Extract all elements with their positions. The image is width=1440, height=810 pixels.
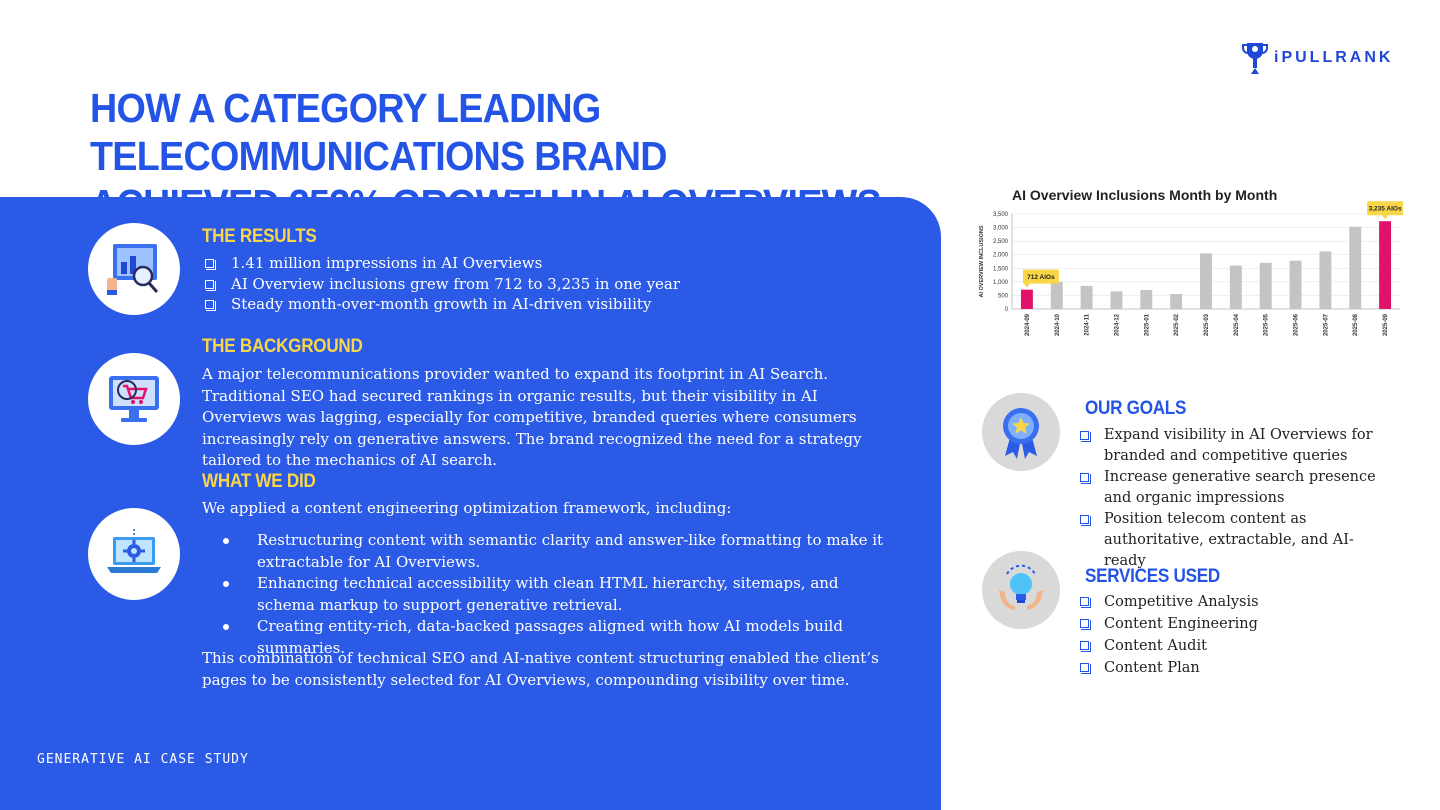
x-tick-label: 2024-12 [1114,313,1120,336]
shopping-cart-monitor-icon [109,376,159,422]
x-tick-label: 2025-07 [1323,313,1329,336]
annotation-pointer [1382,215,1389,220]
bar [1289,260,1302,309]
list-item: Enhancing technical accessibility with c… [200,573,910,616]
annotation-box [1022,269,1059,284]
background-heading: THE BACKGROUND [202,336,363,357]
y-tick-label: 2,500 [993,239,1009,245]
bullet-dot-icon [223,624,229,630]
list-item: Creating entity-rich, data-backed passag… [200,616,910,659]
bar [1200,253,1212,309]
square-bullet-icon [1080,619,1091,630]
services-heading: SERVICES USED [1085,566,1220,587]
what-we-did-heading: WHAT WE DID [202,471,316,492]
brand-logo: iPULLRANK [1242,40,1393,76]
list-item: Content Plan [1080,657,1380,679]
bar [1349,226,1362,309]
x-tick-label: 2025-04 [1234,313,1240,336]
x-tick-label: 2025-03 [1204,313,1210,336]
list-item: Increase generative search presence and … [1080,467,1400,509]
list-item: Position telecom content as authoritativ… [1080,509,1400,572]
award-badge-icon [1003,408,1039,459]
list-item: Expand visibility in AI Overviews for br… [1080,425,1400,467]
bar [1319,251,1332,309]
what-we-did-list: Restructuring content with semantic clar… [200,530,910,659]
y-tick-label: 1,000 [993,280,1009,286]
y-tick-label: 3,500 [993,212,1009,218]
bar [1140,290,1153,309]
x-tick-label: 2024-09 [1025,313,1031,336]
bullet-dot-icon [223,581,229,587]
square-bullet-icon [1080,515,1091,526]
annotation-label: 3,235 AIOs [1369,206,1402,213]
gear-laptop-icon [107,529,161,573]
x-tick-label: 2025-08 [1353,313,1359,336]
y-tick-label: 1,500 [993,266,1009,272]
list-item: Restructuring content with semantic clar… [200,530,910,573]
bar [1229,265,1242,309]
y-tick-label: 500 [998,293,1009,299]
annotation-label: 712 AIOs [1027,274,1055,281]
results-list: 1.41 million impressions in AI Overviews… [205,253,680,315]
lightbulb-hands-icon [999,564,1043,610]
bar [1259,262,1272,309]
bar [1080,285,1093,309]
bar [1050,281,1063,309]
what-we-did-icon-circle [88,508,180,600]
y-tick-label: 3,000 [993,226,1009,232]
list-item: Content Engineering [1080,613,1380,635]
inclusions-chart: AI Overview Inclusions Month by Month AI … [974,182,1424,352]
trophy-icon [1242,43,1268,74]
background-body: A major telecommunications provider want… [202,365,862,469]
results-icon-circle [88,223,180,315]
square-bullet-icon [1080,641,1091,652]
footer-tag: GENERATIVE AI CASE STUDY [37,752,249,767]
y-axis-label: AI OVERVIEW INCLUSIONS [979,225,985,297]
square-bullet-icon [1080,597,1091,608]
x-tick-label: 2024-11 [1085,313,1091,335]
goals-list: Expand visibility in AI Overviews for br… [1080,425,1400,572]
bar [1170,294,1183,309]
what-we-did-outro: This combination of technical SEO and AI… [202,649,879,689]
x-tick-label: 2025-01 [1144,313,1150,336]
square-bullet-icon [1080,663,1091,674]
chart-title: AI Overview Inclusions Month by Month [1012,187,1277,203]
square-bullet-icon [1080,431,1091,442]
list-item: Competitive Analysis [1080,591,1380,613]
what-we-did-intro: We applied a content engineering optimiz… [202,499,732,517]
bullet-dot-icon [223,538,229,544]
x-tick-label: 2025-02 [1174,313,1180,336]
x-tick-label: 2025-09 [1383,313,1389,336]
y-tick-label: 2,000 [993,253,1009,259]
title-line-1: HOW A CATEGORY LEADING TELECOMMUNICATION… [90,85,667,179]
list-item: Steady month-over-month growth in AI-dri… [205,294,680,315]
annotation-box [1367,201,1404,216]
logo-text: iPULLRANK [1274,49,1394,66]
bar [1020,289,1033,309]
square-bullet-icon [205,279,216,291]
x-tick-label: 2025-06 [1294,313,1300,336]
analytics-magnifier-icon [107,244,159,295]
services-icon-circle [982,551,1060,629]
results-heading: THE RESULTS [202,226,317,247]
annotation-pointer [1023,283,1030,288]
list-item: Content Audit [1080,635,1380,657]
goals-heading: OUR GOALS [1085,398,1187,419]
y-tick-label: 0 [1005,307,1009,313]
square-bullet-icon [205,300,216,311]
goals-icon-circle [982,393,1060,471]
bar [1379,221,1392,309]
x-tick-label: 2024-10 [1055,313,1061,336]
square-bullet-icon [205,259,216,270]
bar-chart: AI Overview Inclusions Month by Month AI … [979,187,1404,336]
x-tick-label: 2025-05 [1264,313,1270,336]
bar [1110,291,1123,309]
background-icon-circle [88,353,180,445]
square-bullet-icon [1080,473,1091,484]
list-item: 1.41 million impressions in AI Overviews [205,253,680,274]
services-list: Competitive Analysis Content Engineering… [1080,591,1380,679]
list-item: AI Overview inclusions grew from 712 to … [205,274,680,295]
